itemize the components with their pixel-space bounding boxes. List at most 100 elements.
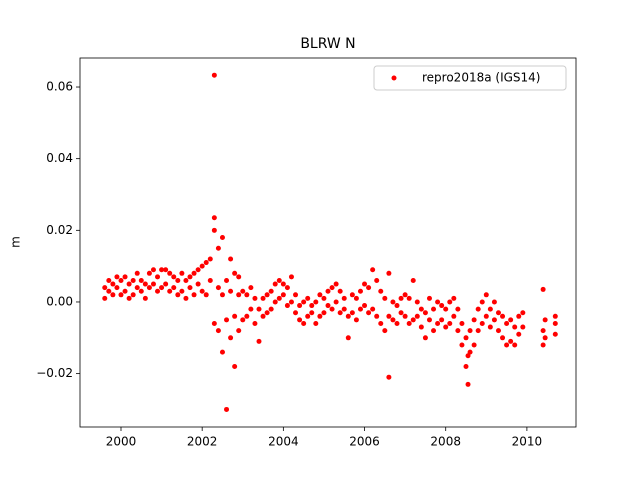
- y-tick-label: 0.06: [46, 80, 73, 94]
- data-point: [268, 306, 274, 312]
- data-point: [374, 277, 380, 283]
- data-point: [542, 317, 548, 323]
- data-point: [211, 320, 217, 326]
- data-point: [333, 281, 339, 287]
- data-point: [443, 324, 449, 330]
- data-point: [345, 313, 351, 319]
- data-point: [207, 256, 213, 262]
- data-point: [479, 299, 485, 305]
- data-point: [516, 331, 522, 337]
- data-point: [114, 274, 120, 280]
- data-point: [309, 303, 315, 309]
- data-point: [288, 299, 294, 305]
- data-point: [455, 328, 461, 334]
- data-point: [163, 267, 169, 273]
- data-point: [512, 342, 518, 348]
- data-point: [211, 215, 217, 221]
- data-point: [475, 306, 481, 312]
- data-point: [463, 335, 469, 341]
- data-point: [402, 292, 408, 298]
- data-point: [236, 292, 242, 298]
- data-point: [349, 292, 355, 298]
- data-point: [248, 306, 254, 312]
- x-tick-label: 2000: [106, 435, 137, 449]
- data-point: [102, 285, 108, 291]
- data-point: [199, 263, 205, 269]
- data-point: [288, 274, 294, 280]
- data-point: [155, 288, 161, 294]
- data-point: [280, 281, 286, 287]
- data-point: [260, 313, 266, 319]
- data-point: [357, 288, 363, 294]
- data-point: [171, 274, 177, 280]
- data-point: [414, 313, 420, 319]
- data-point: [240, 317, 246, 323]
- data-point: [345, 335, 351, 341]
- data-point: [305, 313, 311, 319]
- data-point: [435, 299, 441, 305]
- data-point: [106, 277, 112, 283]
- data-point: [504, 342, 510, 348]
- data-point: [366, 285, 372, 291]
- data-point: [195, 281, 201, 287]
- data-point: [495, 310, 501, 316]
- data-point: [272, 281, 278, 287]
- x-tick-label: 2008: [430, 435, 461, 449]
- data-point: [252, 295, 258, 301]
- data-point: [362, 281, 368, 287]
- y-axis-label: m: [9, 236, 23, 248]
- data-point: [439, 303, 445, 309]
- data-point: [386, 270, 392, 276]
- data-point: [195, 267, 201, 273]
- x-tick-label: 2002: [187, 435, 218, 449]
- data-point: [508, 317, 514, 323]
- data-point: [467, 328, 473, 334]
- data-point: [321, 310, 327, 316]
- data-point: [487, 324, 493, 330]
- data-point: [114, 285, 120, 291]
- data-point: [386, 374, 392, 380]
- data-point: [337, 310, 343, 316]
- data-point: [435, 320, 441, 326]
- data-point: [325, 303, 331, 309]
- data-point: [203, 292, 209, 298]
- data-point: [215, 328, 221, 334]
- data-point: [329, 285, 335, 291]
- data-point: [159, 267, 165, 273]
- data-point: [467, 349, 473, 355]
- data-point: [284, 285, 290, 291]
- data-point: [191, 292, 197, 298]
- data-point: [122, 288, 128, 294]
- data-point: [362, 303, 368, 309]
- data-point: [516, 313, 522, 319]
- data-point: [272, 299, 278, 305]
- data-point: [293, 292, 299, 298]
- data-point: [353, 295, 359, 301]
- data-point: [443, 306, 449, 312]
- y-tick-label: 0.04: [46, 151, 73, 165]
- data-point: [199, 288, 205, 294]
- data-point: [301, 320, 307, 326]
- data-point: [410, 277, 416, 283]
- data-point: [228, 335, 234, 341]
- data-point: [552, 313, 558, 319]
- data-point: [317, 292, 323, 298]
- data-point: [512, 324, 518, 330]
- data-point: [130, 292, 136, 298]
- data-point: [386, 313, 392, 319]
- data-point: [455, 306, 461, 312]
- data-point: [297, 317, 303, 323]
- data-point: [370, 306, 376, 312]
- data-point: [418, 324, 424, 330]
- data-point: [187, 274, 193, 280]
- data-point: [142, 281, 148, 287]
- data-point: [439, 317, 445, 323]
- data-point: [219, 292, 225, 298]
- data-point: [297, 303, 303, 309]
- data-point: [410, 317, 416, 323]
- data-point: [183, 277, 189, 283]
- data-point: [211, 72, 217, 78]
- data-point: [122, 274, 128, 280]
- data-point: [475, 328, 481, 334]
- plot-frame: [79, 57, 577, 428]
